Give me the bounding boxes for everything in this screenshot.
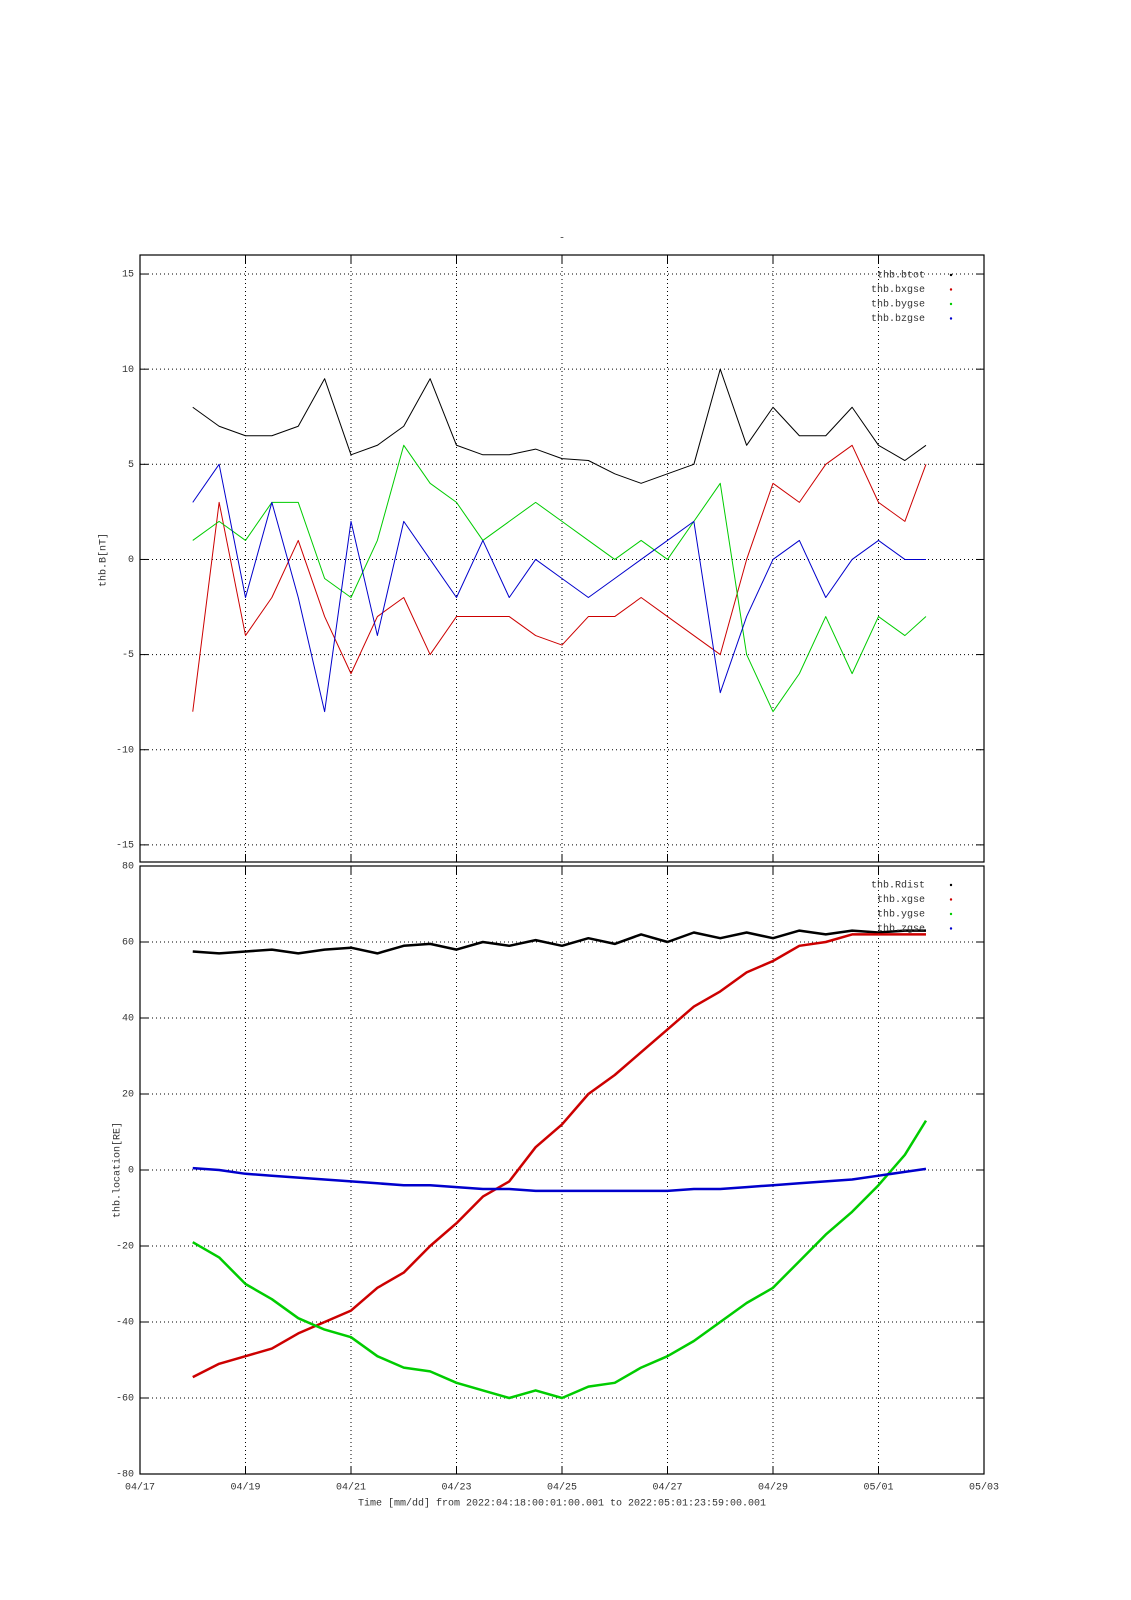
x-tick-label: 05/01: [863, 1482, 893, 1494]
y-tick-label: 5: [128, 460, 134, 471]
legend-marker: [949, 302, 953, 306]
legend-label: thb.xgse: [877, 894, 925, 906]
y-tick-label: 40: [122, 1014, 134, 1025]
y-axis-label: thb.location[RE]: [112, 1122, 124, 1218]
series-line: [192, 933, 926, 1379]
y-tick-label: -60: [116, 1394, 134, 1405]
legend-marker: [949, 927, 953, 930]
legend-marker: [949, 317, 953, 320]
x-tick-label: 05/03: [969, 1482, 999, 1494]
plot-frame: [139, 865, 985, 1475]
legend-label: thb.bzgse: [871, 313, 925, 325]
x-tick-label: 04/17: [125, 1482, 155, 1494]
series-line: [192, 368, 927, 484]
x-tick-label: 04/21: [336, 1482, 366, 1494]
legend-label: thb.Rdist: [871, 880, 925, 892]
x-tick-label: 04/27: [652, 1482, 682, 1494]
x-tick-label: 04/29: [758, 1482, 788, 1494]
y-tick-label: 15: [122, 270, 134, 281]
y-tick-label: -40: [116, 1318, 134, 1329]
series-line: [192, 929, 926, 955]
x-tick-label: 04/25: [547, 1482, 577, 1494]
x-tick-label: 04/23: [441, 1482, 471, 1494]
x-axis-label: Time [mm/dd] from 2022:04:18:00:01:00.00…: [358, 1498, 766, 1510]
y-tick-label: 0: [128, 555, 134, 566]
y-tick-label: -80: [116, 1470, 134, 1481]
y-tick-label: 20: [122, 1090, 134, 1101]
series-line: [192, 1166, 927, 1193]
legend-label: thb.zgse: [877, 923, 925, 935]
chart-title: -: [559, 234, 565, 245]
y-tick-label: -15: [116, 841, 134, 852]
y-axis-label: thb.B[nT]: [98, 533, 110, 587]
legend-marker: [949, 898, 953, 901]
y-tick-label: -10: [116, 745, 134, 756]
legend-marker: [949, 912, 953, 916]
legend-marker: [949, 883, 953, 887]
legend-marker: [949, 273, 953, 277]
series-line: [192, 444, 927, 712]
series-line: [192, 444, 927, 713]
legend-marker: [949, 288, 953, 291]
plot-frame: [139, 254, 985, 863]
y-tick-label: -5: [122, 650, 134, 661]
legend-label: thb.ygse: [877, 909, 925, 921]
series-line: [192, 463, 926, 713]
y-tick-label: 80: [122, 862, 134, 873]
legend-label: thb.bygse: [871, 299, 925, 311]
y-tick-label: 10: [122, 365, 134, 376]
y-tick-label: -20: [116, 1242, 134, 1253]
x-tick-label: 04/19: [230, 1482, 260, 1494]
legend-label: thb.btot: [877, 270, 925, 282]
series-line: [192, 1119, 928, 1400]
y-tick-label: 60: [122, 938, 134, 949]
legend-label: thb.bxgse: [871, 284, 925, 296]
y-tick-label: 0: [128, 1166, 134, 1177]
